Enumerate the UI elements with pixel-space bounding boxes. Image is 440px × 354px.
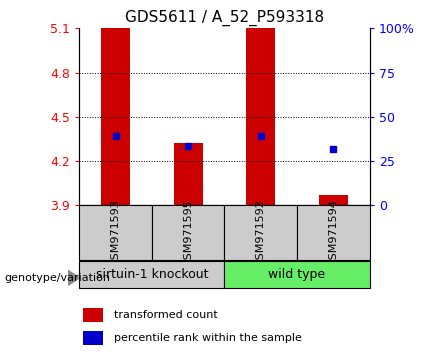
Text: transformed count: transformed count	[114, 310, 217, 320]
Text: sirtuin-1 knockout: sirtuin-1 knockout	[95, 268, 208, 281]
Bar	[79, 205, 152, 260]
Bar	[224, 205, 297, 260]
Bar	[83, 331, 103, 344]
Bar	[101, 28, 130, 205]
Bar	[174, 143, 203, 205]
Bar	[319, 195, 348, 205]
Bar	[83, 308, 103, 322]
Bar	[224, 261, 370, 288]
Text: wild type: wild type	[268, 268, 326, 281]
Text: GSM971592: GSM971592	[256, 199, 266, 267]
Bar	[297, 205, 370, 260]
Polygon shape	[68, 270, 79, 285]
Bar	[246, 28, 275, 205]
Text: GSM971594: GSM971594	[328, 199, 338, 267]
Text: genotype/variation: genotype/variation	[4, 273, 110, 283]
Text: GSM971593: GSM971593	[110, 199, 121, 267]
Text: GSM971595: GSM971595	[183, 199, 193, 267]
Bar	[79, 261, 224, 288]
Title: GDS5611 / A_52_P593318: GDS5611 / A_52_P593318	[125, 9, 324, 25]
Text: percentile rank within the sample: percentile rank within the sample	[114, 332, 301, 343]
Bar	[152, 205, 224, 260]
